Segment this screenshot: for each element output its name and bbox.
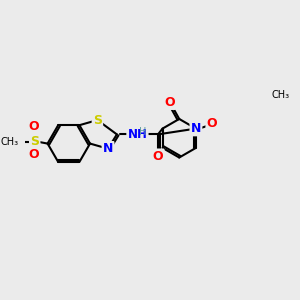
- Text: NH: NH: [128, 128, 147, 141]
- Text: O: O: [207, 117, 217, 130]
- Text: CH₃: CH₃: [272, 89, 290, 100]
- Text: N: N: [103, 142, 113, 155]
- Text: O: O: [153, 150, 163, 163]
- Text: CH₃: CH₃: [1, 136, 19, 147]
- Text: S: S: [30, 135, 39, 148]
- Text: O: O: [164, 96, 175, 109]
- Text: O: O: [28, 148, 39, 161]
- Text: H: H: [139, 127, 146, 137]
- Text: O: O: [28, 120, 39, 134]
- Text: S: S: [93, 114, 102, 127]
- Text: N: N: [191, 122, 201, 135]
